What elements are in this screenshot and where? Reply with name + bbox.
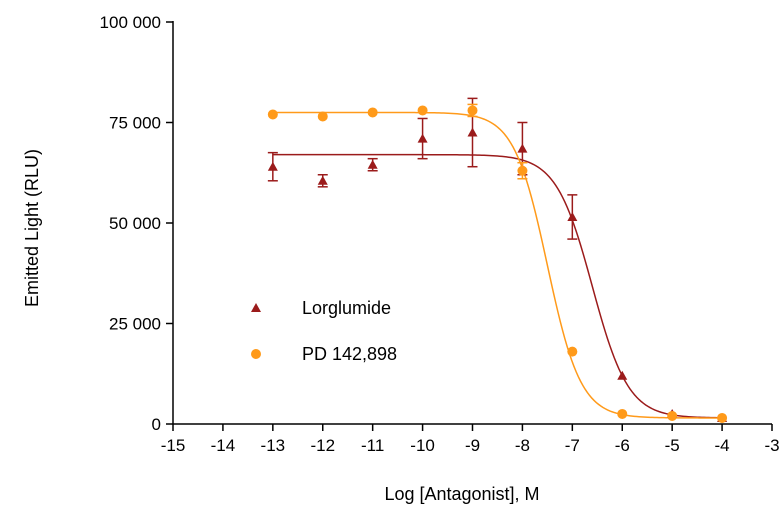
y-tick-label: 75 000 bbox=[109, 114, 161, 133]
y-tick-label: 50 000 bbox=[109, 214, 161, 233]
x-tick-label: -13 bbox=[261, 436, 286, 455]
x-tick-label: -11 bbox=[361, 436, 384, 455]
data-point bbox=[417, 133, 428, 143]
y-tick-label: 0 bbox=[152, 415, 161, 434]
error-bars bbox=[267, 97, 578, 240]
data-point bbox=[367, 107, 378, 118]
data-point bbox=[667, 410, 678, 421]
x-tick-label: -6 bbox=[615, 436, 630, 455]
legend-marker bbox=[251, 303, 261, 312]
data-point bbox=[617, 370, 628, 380]
data-point bbox=[467, 105, 478, 116]
x-tick-label: -10 bbox=[410, 436, 435, 455]
x-tick-label: -5 bbox=[665, 436, 680, 455]
x-tick-label: -9 bbox=[465, 436, 480, 455]
data-points bbox=[267, 105, 728, 423]
legend-label: PD 142,898 bbox=[302, 344, 397, 364]
data-point bbox=[617, 408, 628, 419]
data-point bbox=[317, 111, 328, 122]
y-axis-title: Emitted Light (RLU) bbox=[22, 149, 42, 307]
data-point bbox=[517, 143, 528, 153]
data-point bbox=[567, 346, 578, 357]
data-point bbox=[267, 109, 278, 120]
legend: Lorglumide PD 142,898 bbox=[251, 298, 397, 364]
data-point bbox=[317, 175, 328, 185]
axes: -15 -14 -13 -12 -11 -10 -9 -8 -7 -6 -5 -4 -3 0 25 000 5… bbox=[100, 13, 780, 455]
x-tick-label: -3 bbox=[764, 436, 779, 455]
fit-curves bbox=[272, 111, 723, 419]
x-tick-label: -15 bbox=[161, 436, 186, 455]
legend-marker bbox=[251, 349, 261, 359]
data-point bbox=[267, 161, 278, 171]
x-tick-label: -12 bbox=[310, 436, 335, 455]
y-tick-label: 100 000 bbox=[100, 13, 161, 32]
x-tick-label: -7 bbox=[565, 436, 580, 455]
y-tick-label: 25 000 bbox=[109, 315, 161, 334]
data-point bbox=[367, 159, 378, 169]
x-tick-label: -8 bbox=[515, 436, 530, 455]
data-point bbox=[517, 165, 528, 176]
data-point bbox=[717, 412, 728, 423]
x-axis-title: Log [Antagonist], M bbox=[384, 484, 539, 504]
legend-label: Lorglumide bbox=[302, 298, 391, 318]
data-point bbox=[417, 105, 428, 116]
x-tick-label: -14 bbox=[211, 436, 236, 455]
fit-curve bbox=[272, 153, 723, 419]
fit-curve bbox=[272, 111, 723, 419]
data-point bbox=[567, 211, 578, 221]
data-point bbox=[467, 127, 478, 137]
x-tick-label: -4 bbox=[715, 436, 730, 455]
